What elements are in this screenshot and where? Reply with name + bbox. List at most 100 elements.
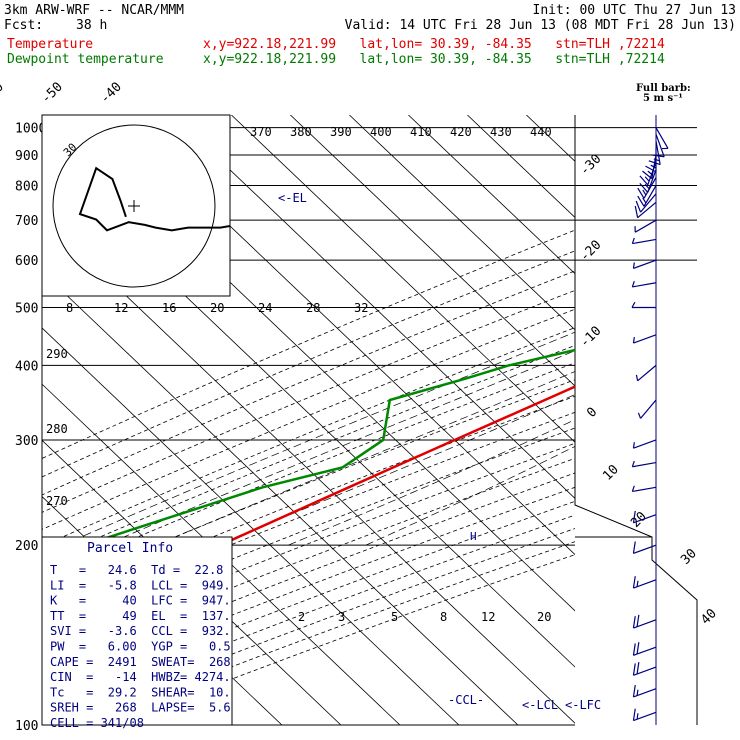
wind-barb bbox=[637, 399, 657, 419]
wind-barb bbox=[632, 642, 657, 656]
theta-label: 420 bbox=[450, 125, 472, 139]
theta-label: 280 bbox=[46, 422, 68, 436]
parcel-info-row: CELL = 341/08 bbox=[50, 716, 144, 730]
theta-label: 270 bbox=[46, 494, 68, 508]
hodograph-speed-label: 28 bbox=[306, 301, 320, 315]
hodograph: 30 bbox=[41, 114, 231, 297]
isotherm-line bbox=[172, 115, 575, 499]
parcel-info-row: SREH = 268 LAPSE= 5.6 bbox=[50, 701, 231, 715]
hodograph-speed-label: 20 bbox=[210, 301, 224, 315]
wind-barb bbox=[637, 185, 657, 207]
parcel-info-row: CAPE = 2491 SWEAT= 268 bbox=[50, 655, 231, 669]
parcel-info-row: CIN = -14 HWBZ= 4274. bbox=[50, 670, 231, 684]
dry-adiabat-line bbox=[42, 411, 575, 624]
mixing-ratio-label: 3 bbox=[338, 610, 345, 624]
isotherm-line bbox=[42, 271, 519, 725]
dry-adiabat-line bbox=[42, 442, 575, 652]
wind-barb bbox=[639, 162, 657, 186]
moist-adiabat-line bbox=[288, 419, 575, 546]
isotherm-line bbox=[42, 327, 460, 725]
dry-adiabat-line bbox=[42, 308, 575, 530]
sounding-annotation: <-LFC bbox=[565, 698, 601, 712]
mixing-ratio-label: 5 bbox=[391, 610, 398, 624]
isotherm-line bbox=[644, 115, 740, 725]
moist-adiabat-line bbox=[365, 445, 575, 546]
wind-barb bbox=[631, 460, 657, 468]
wind-barb bbox=[635, 364, 657, 382]
right-frame bbox=[574, 115, 698, 725]
wind-barb bbox=[632, 708, 657, 722]
hodograph-trace bbox=[78, 166, 230, 232]
parcel-info-row: LI = -5.8 LCL = 949. bbox=[50, 578, 231, 592]
parcel-info-panel: Parcel Info T = 24.6 Td = 22.8LI = -5.8 … bbox=[41, 536, 233, 730]
annotations: <-EL -CCL- <-LCL <-LFC H bbox=[278, 191, 601, 712]
pressure-tick-label: 700 bbox=[15, 214, 38, 229]
wind-barb bbox=[631, 237, 657, 245]
pressure-tick-label: 900 bbox=[15, 149, 38, 164]
parcel-info-row: T = 24.6 Td = 22.8 bbox=[50, 563, 223, 577]
isotherm-line bbox=[231, 115, 575, 443]
dry-adiabat-line bbox=[42, 229, 575, 459]
hodograph-speed-label: 12 bbox=[114, 301, 128, 315]
fcst-label: Fcst: bbox=[4, 18, 44, 33]
marker-h: H bbox=[470, 530, 477, 543]
parcel-info-row: K = 40 LFC = 947. bbox=[50, 594, 231, 608]
temperature-tick-label: -20 bbox=[577, 238, 604, 265]
temperature-tick-label: -60 bbox=[0, 80, 7, 107]
theta-label: 440 bbox=[530, 125, 552, 139]
theta-label: 390 bbox=[330, 125, 352, 139]
wind-barb bbox=[655, 127, 669, 150]
parcel-info-title: Parcel Info bbox=[87, 541, 173, 556]
dewpoint-legend-info: x,y=922.18,221.99 lat,lon= 30.39, -84.35… bbox=[203, 52, 665, 67]
temperature-tick-label: -30 bbox=[577, 152, 604, 179]
model-title: 3km ARW-WRF -- NCAR/MMM bbox=[4, 3, 185, 18]
hodograph-ring bbox=[52, 124, 216, 288]
wind-barb bbox=[631, 301, 656, 309]
fcst-value: 38 h bbox=[76, 18, 108, 33]
pressure-tick-label: 400 bbox=[15, 359, 38, 374]
dry-adiabat-line bbox=[42, 395, 575, 609]
temperature-tick-label: -40 bbox=[98, 80, 125, 107]
sounding-annotation: -CCL- bbox=[448, 693, 484, 707]
wind-barb bbox=[634, 219, 657, 233]
pressure-tick-label: 500 bbox=[15, 301, 38, 316]
dry-adiabat-line bbox=[42, 344, 575, 563]
isotherm-line bbox=[408, 115, 575, 275]
moist-adiabat-line bbox=[216, 394, 575, 546]
mixing-ratio-label: 2 bbox=[298, 610, 305, 624]
mixing-ratio-label: 20 bbox=[537, 610, 551, 624]
dry-adiabat-line bbox=[42, 289, 575, 513]
temperature-tick-label: -10 bbox=[577, 324, 604, 351]
dry-adiabat-line bbox=[42, 457, 575, 665]
wind-barb bbox=[635, 193, 657, 213]
temperature-legend-info: x,y=922.18,221.99 lat,lon= 30.39, -84.35… bbox=[203, 37, 665, 52]
wind-barb bbox=[632, 439, 657, 449]
dewpoint-legend-label: Dewpoint temperature bbox=[7, 52, 164, 67]
wind-barb bbox=[632, 510, 657, 524]
wind-barb bbox=[632, 541, 657, 554]
pressure-tick-label: 800 bbox=[15, 180, 38, 195]
init-time: Init: 00 UTC Thu 27 Jun 13 bbox=[532, 3, 737, 18]
wind-barb bbox=[631, 281, 657, 288]
mixing-ratio-label: 8 bbox=[440, 610, 447, 624]
theta-label: 370 bbox=[250, 125, 272, 139]
parcel-info-row: SVI = -3.6 CCL = 932. bbox=[50, 624, 231, 638]
pressure-tick-label: 200 bbox=[15, 539, 38, 554]
barb-legend-line2: 5 m s⁻¹ bbox=[643, 93, 683, 104]
wind-barb bbox=[631, 485, 657, 493]
temperature-tick-label: -50 bbox=[39, 80, 66, 107]
wind-barb bbox=[632, 334, 657, 344]
mixing-ratio-label: 12 bbox=[481, 610, 495, 624]
temperature-tick-label: 10 bbox=[600, 462, 622, 484]
parcel-info-row: Tc = 29.2 SHEAR= 10. bbox=[50, 685, 231, 699]
theta-label: 290 bbox=[46, 347, 68, 361]
isotherm-line bbox=[585, 115, 740, 725]
theta-label: 380 bbox=[290, 125, 312, 139]
parcel-info-row: TT = 49 EL = 137. bbox=[50, 609, 231, 623]
hodograph-speed-label: 16 bbox=[162, 301, 176, 315]
temperature-legend-label: Temperature bbox=[7, 37, 94, 52]
isotherm-line bbox=[42, 383, 401, 725]
wind-barb bbox=[632, 662, 657, 676]
